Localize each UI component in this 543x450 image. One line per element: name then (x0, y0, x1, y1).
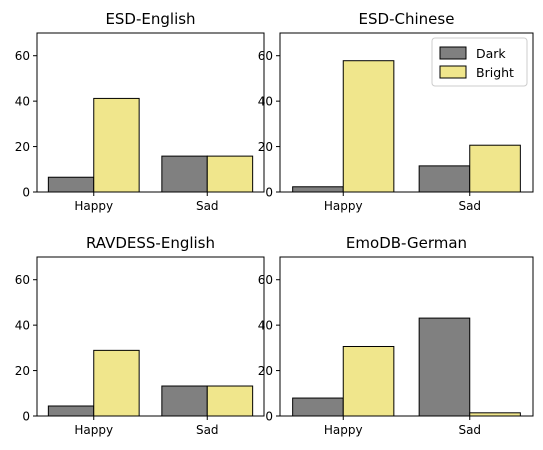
x-tick-label-sad: Sad (196, 199, 219, 213)
y-tick-label: 60 (258, 49, 273, 63)
axes-frame (279, 256, 534, 417)
x-tick-label-sad: Sad (196, 423, 219, 437)
y-tick-label: 0 (265, 410, 273, 424)
subplot-3: 0 20 40 60 Happy Sad RAVDESS-English (15, 234, 265, 437)
legend-swatch-bright (439, 65, 467, 79)
subplot-title: ESD-Chinese (359, 10, 455, 28)
y-tick-label: 40 (258, 319, 273, 333)
bar-bright-sad (469, 144, 521, 193)
y-tick-label: 40 (258, 95, 273, 109)
bar-dark-happy (47, 176, 95, 193)
subplot-title: ESD-English (105, 10, 195, 28)
legend-label-bright: Bright (476, 65, 514, 80)
bar-dark-sad (418, 317, 471, 417)
y-tick-label: 0 (265, 186, 273, 200)
axes-frame (36, 256, 265, 417)
y-tick-label: 60 (15, 273, 30, 287)
subplot-1: 0 20 40 60 Happy Sad ESD-English (15, 10, 265, 213)
y-tick-label: 0 (22, 410, 30, 424)
x-tick-label-happy: Happy (74, 423, 113, 437)
bar-bright-happy (342, 345, 395, 417)
axes-frame (36, 32, 265, 193)
y-tick-label: 20 (15, 140, 30, 154)
bar-dark-sad (161, 385, 208, 417)
x-tick-label-sad: Sad (458, 423, 481, 437)
subplot-title: RAVDESS-English (86, 234, 215, 252)
y-tick-label: 20 (258, 140, 273, 154)
y-tick-label: 60 (15, 49, 30, 63)
x-tick-label-happy: Happy (324, 423, 363, 437)
y-tick-label: 40 (15, 95, 30, 109)
y-tick-label: 40 (15, 319, 30, 333)
bar-bright-happy (93, 349, 140, 417)
subplot-4: 0 20 40 60 Happy Sad EmoDB-German (258, 234, 534, 437)
legend-label-dark: Dark (476, 46, 506, 61)
y-tick-label: 20 (258, 364, 273, 378)
bar-dark-happy (292, 186, 344, 193)
bar-bright-sad (206, 155, 254, 193)
subplot-title: EmoDB-German (346, 234, 467, 252)
bar-bright-happy (93, 97, 140, 193)
axes-frame (279, 32, 534, 193)
bar-dark-sad (161, 155, 208, 193)
y-tick-label: 0 (22, 186, 30, 200)
bar-bright-sad (206, 385, 254, 417)
legend: Dark Bright (431, 37, 528, 87)
y-tick-label: 20 (15, 364, 30, 378)
x-tick-label-happy: Happy (74, 199, 113, 213)
x-tick-label-sad: Sad (458, 199, 481, 213)
bar-dark-happy (292, 397, 344, 417)
bar-bright-happy (342, 60, 395, 193)
legend-swatch-dark (439, 46, 467, 60)
subplot-2: 0 20 40 60 Happy Sad ESD-Chinese Dark Bright (258, 10, 534, 213)
x-tick-label-happy: Happy (324, 199, 363, 213)
bar-dark-sad (418, 165, 471, 193)
bar-dark-happy (47, 405, 95, 417)
y-tick-label: 60 (258, 273, 273, 287)
